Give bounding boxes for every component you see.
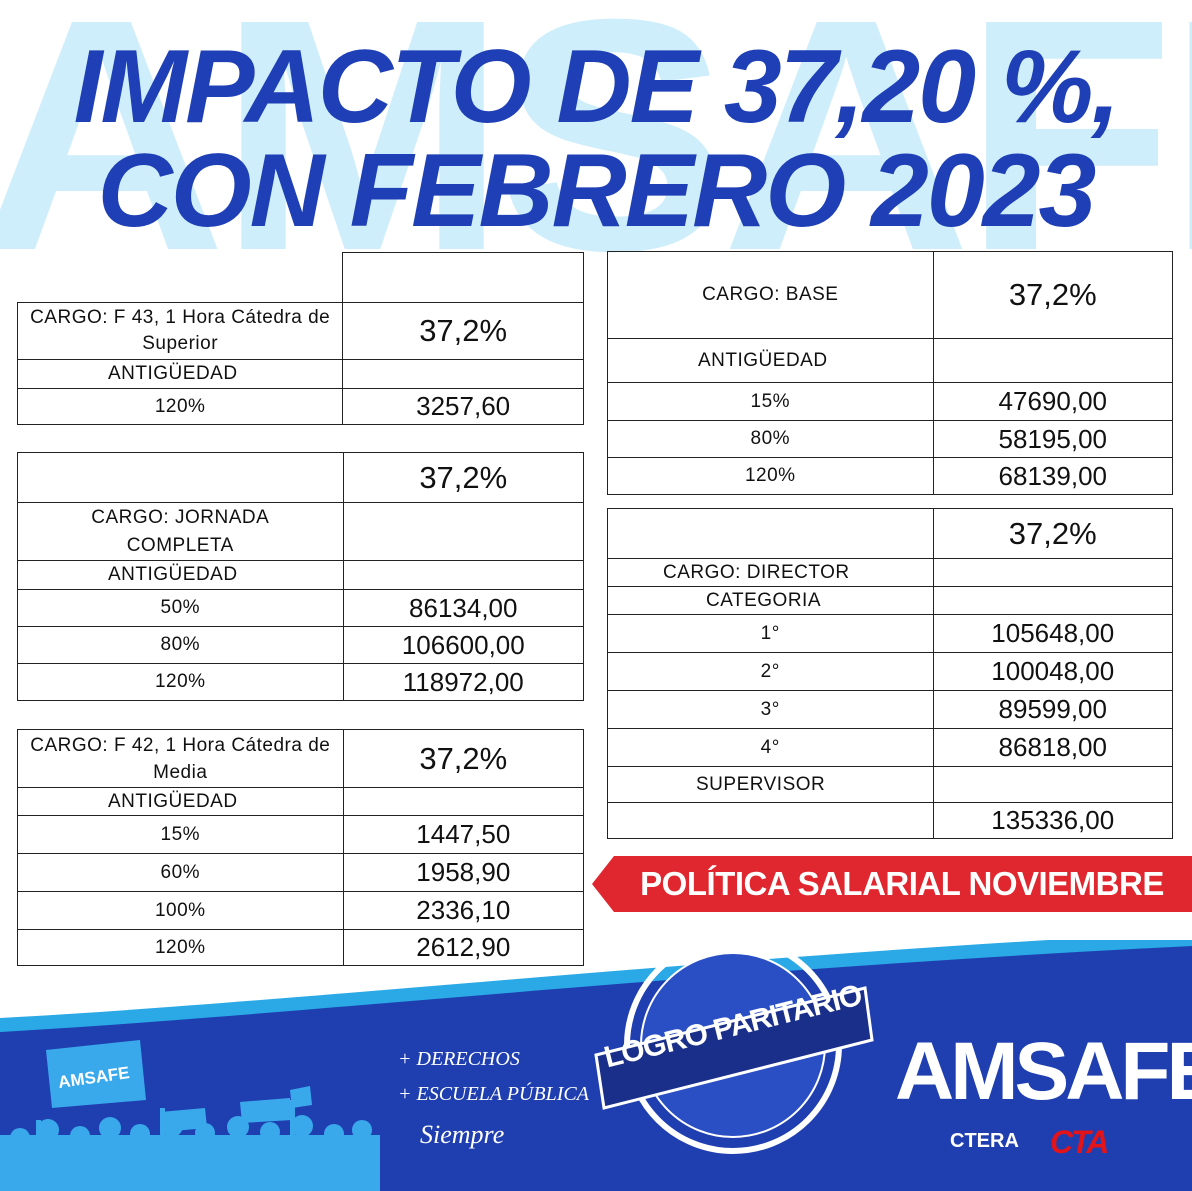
value-cell: 118972,00 (342, 663, 585, 701)
categoria-cell: 1° (607, 614, 934, 653)
antiguedad-header: ANTIGÜEDAD (17, 787, 344, 816)
title-line-2: CON FEBRERO 2023 (97, 133, 1097, 249)
cargo-label: CARGO: JORNADA COMPLETA (17, 502, 344, 561)
value-cell: 100048,00 (932, 652, 1174, 691)
table-director: 37,2% CARGO: DIRECTOR CATEGORIA 1° 10564… (607, 508, 1174, 839)
table-base: CARGO: BASE 37,2% ANTIGÜEDAD 15% 47690,0… (607, 251, 1174, 495)
antiguedad-cell: 15% (607, 382, 934, 421)
crowd-silhouette (0, 1040, 380, 1191)
antiguedad-cell: 120% (607, 457, 934, 495)
value-cell: 86134,00 (342, 589, 585, 627)
value-cell: 106600,00 (342, 626, 585, 664)
cargo-label: CARGO: BASE (607, 251, 934, 339)
policy-banner (592, 856, 1192, 912)
percent-label: 37,2% (342, 302, 584, 360)
categoria-header: CATEGORIA (607, 586, 934, 615)
antiguedad-cell: 120% (16, 388, 344, 425)
slogan-derechos: + DERECHOS (398, 1048, 520, 1070)
antiguedad-cell: 50% (17, 589, 344, 627)
antiguedad-header: ANTIGÜEDAD (16, 359, 344, 389)
bottom-blue-band (0, 940, 1192, 1191)
policy-banner-text: POLÍTICA SALARIAL NOVIEMBRE 2023 (640, 865, 1164, 950)
antiguedad-cell: 100% (17, 891, 344, 930)
value-cell: 105648,00 (932, 614, 1174, 653)
value-cell: 58195,00 (932, 420, 1174, 458)
title-line-1: IMPACTO DE 37,20 %, (73, 29, 1121, 145)
antiguedad-header: ANTIGÜEDAD (17, 560, 344, 590)
amsafe-logo: AMSAFE (895, 1026, 1192, 1117)
antiguedad-cell: 80% (17, 626, 344, 664)
antiguedad-cell: 120% (17, 663, 344, 701)
percent-label: 37,2% (342, 729, 585, 788)
logro-paritario-stamp (594, 940, 874, 1154)
watermark-text: AMSAFE (0, 0, 1192, 319)
cargo-label: CARGO: F 42, 1 Hora Cátedra de Media (17, 729, 344, 788)
cargo-label: CARGO: F 43, 1 Hora Cátedra de Superior (16, 302, 344, 360)
value-cell: 3257,60 (342, 388, 584, 425)
percent-label: 37,2% (932, 508, 1174, 559)
supervisor-value: 135336,00 (932, 802, 1174, 839)
value-cell: 2336,10 (342, 891, 585, 930)
value-cell: 86818,00 (932, 728, 1174, 767)
value-cell: 89599,00 (932, 690, 1174, 729)
table-jornada-completa: 37,2% CARGO: JORNADA COMPLETA ANTIGÜEDAD… (17, 452, 585, 701)
value-cell: 68139,00 (932, 457, 1174, 495)
cargo-label: CARGO: DIRECTOR (607, 558, 934, 587)
value-cell: 1447,50 (342, 815, 585, 854)
antiguedad-header: ANTIGÜEDAD (607, 338, 934, 383)
value-cell: 1958,90 (342, 853, 585, 892)
antiguedad-cell: 120% (17, 929, 344, 966)
antiguedad-cell: 80% (607, 420, 934, 458)
antiguedad-cell: 60% (17, 853, 344, 892)
percent-label: 37,2% (932, 251, 1174, 339)
watermark-background: AMSAFE (0, 0, 1192, 420)
categoria-cell: 3° (607, 690, 934, 729)
slogan-escuela-publica: + ESCUELA PÚBLICA (398, 1083, 589, 1105)
percent-label: 37,2% (342, 452, 585, 503)
categoria-cell: 4° (607, 728, 934, 767)
cta-logo: CTA (1050, 1124, 1109, 1160)
value-cell: 2612,90 (342, 929, 585, 966)
antiguedad-cell: 15% (17, 815, 344, 854)
value-cell: 47690,00 (932, 382, 1174, 421)
slogan-siempre: Siempre (420, 1120, 505, 1149)
ctera-logo: CTERA (950, 1130, 1019, 1152)
table-media: CARGO: F 42, 1 Hora Cátedra de Media 37,… (17, 729, 585, 966)
table-superior: CARGO: F 43, 1 Hora Cátedra de Superior … (16, 252, 584, 425)
supervisor-label: SUPERVISOR (607, 766, 934, 803)
categoria-cell: 2° (607, 652, 934, 691)
